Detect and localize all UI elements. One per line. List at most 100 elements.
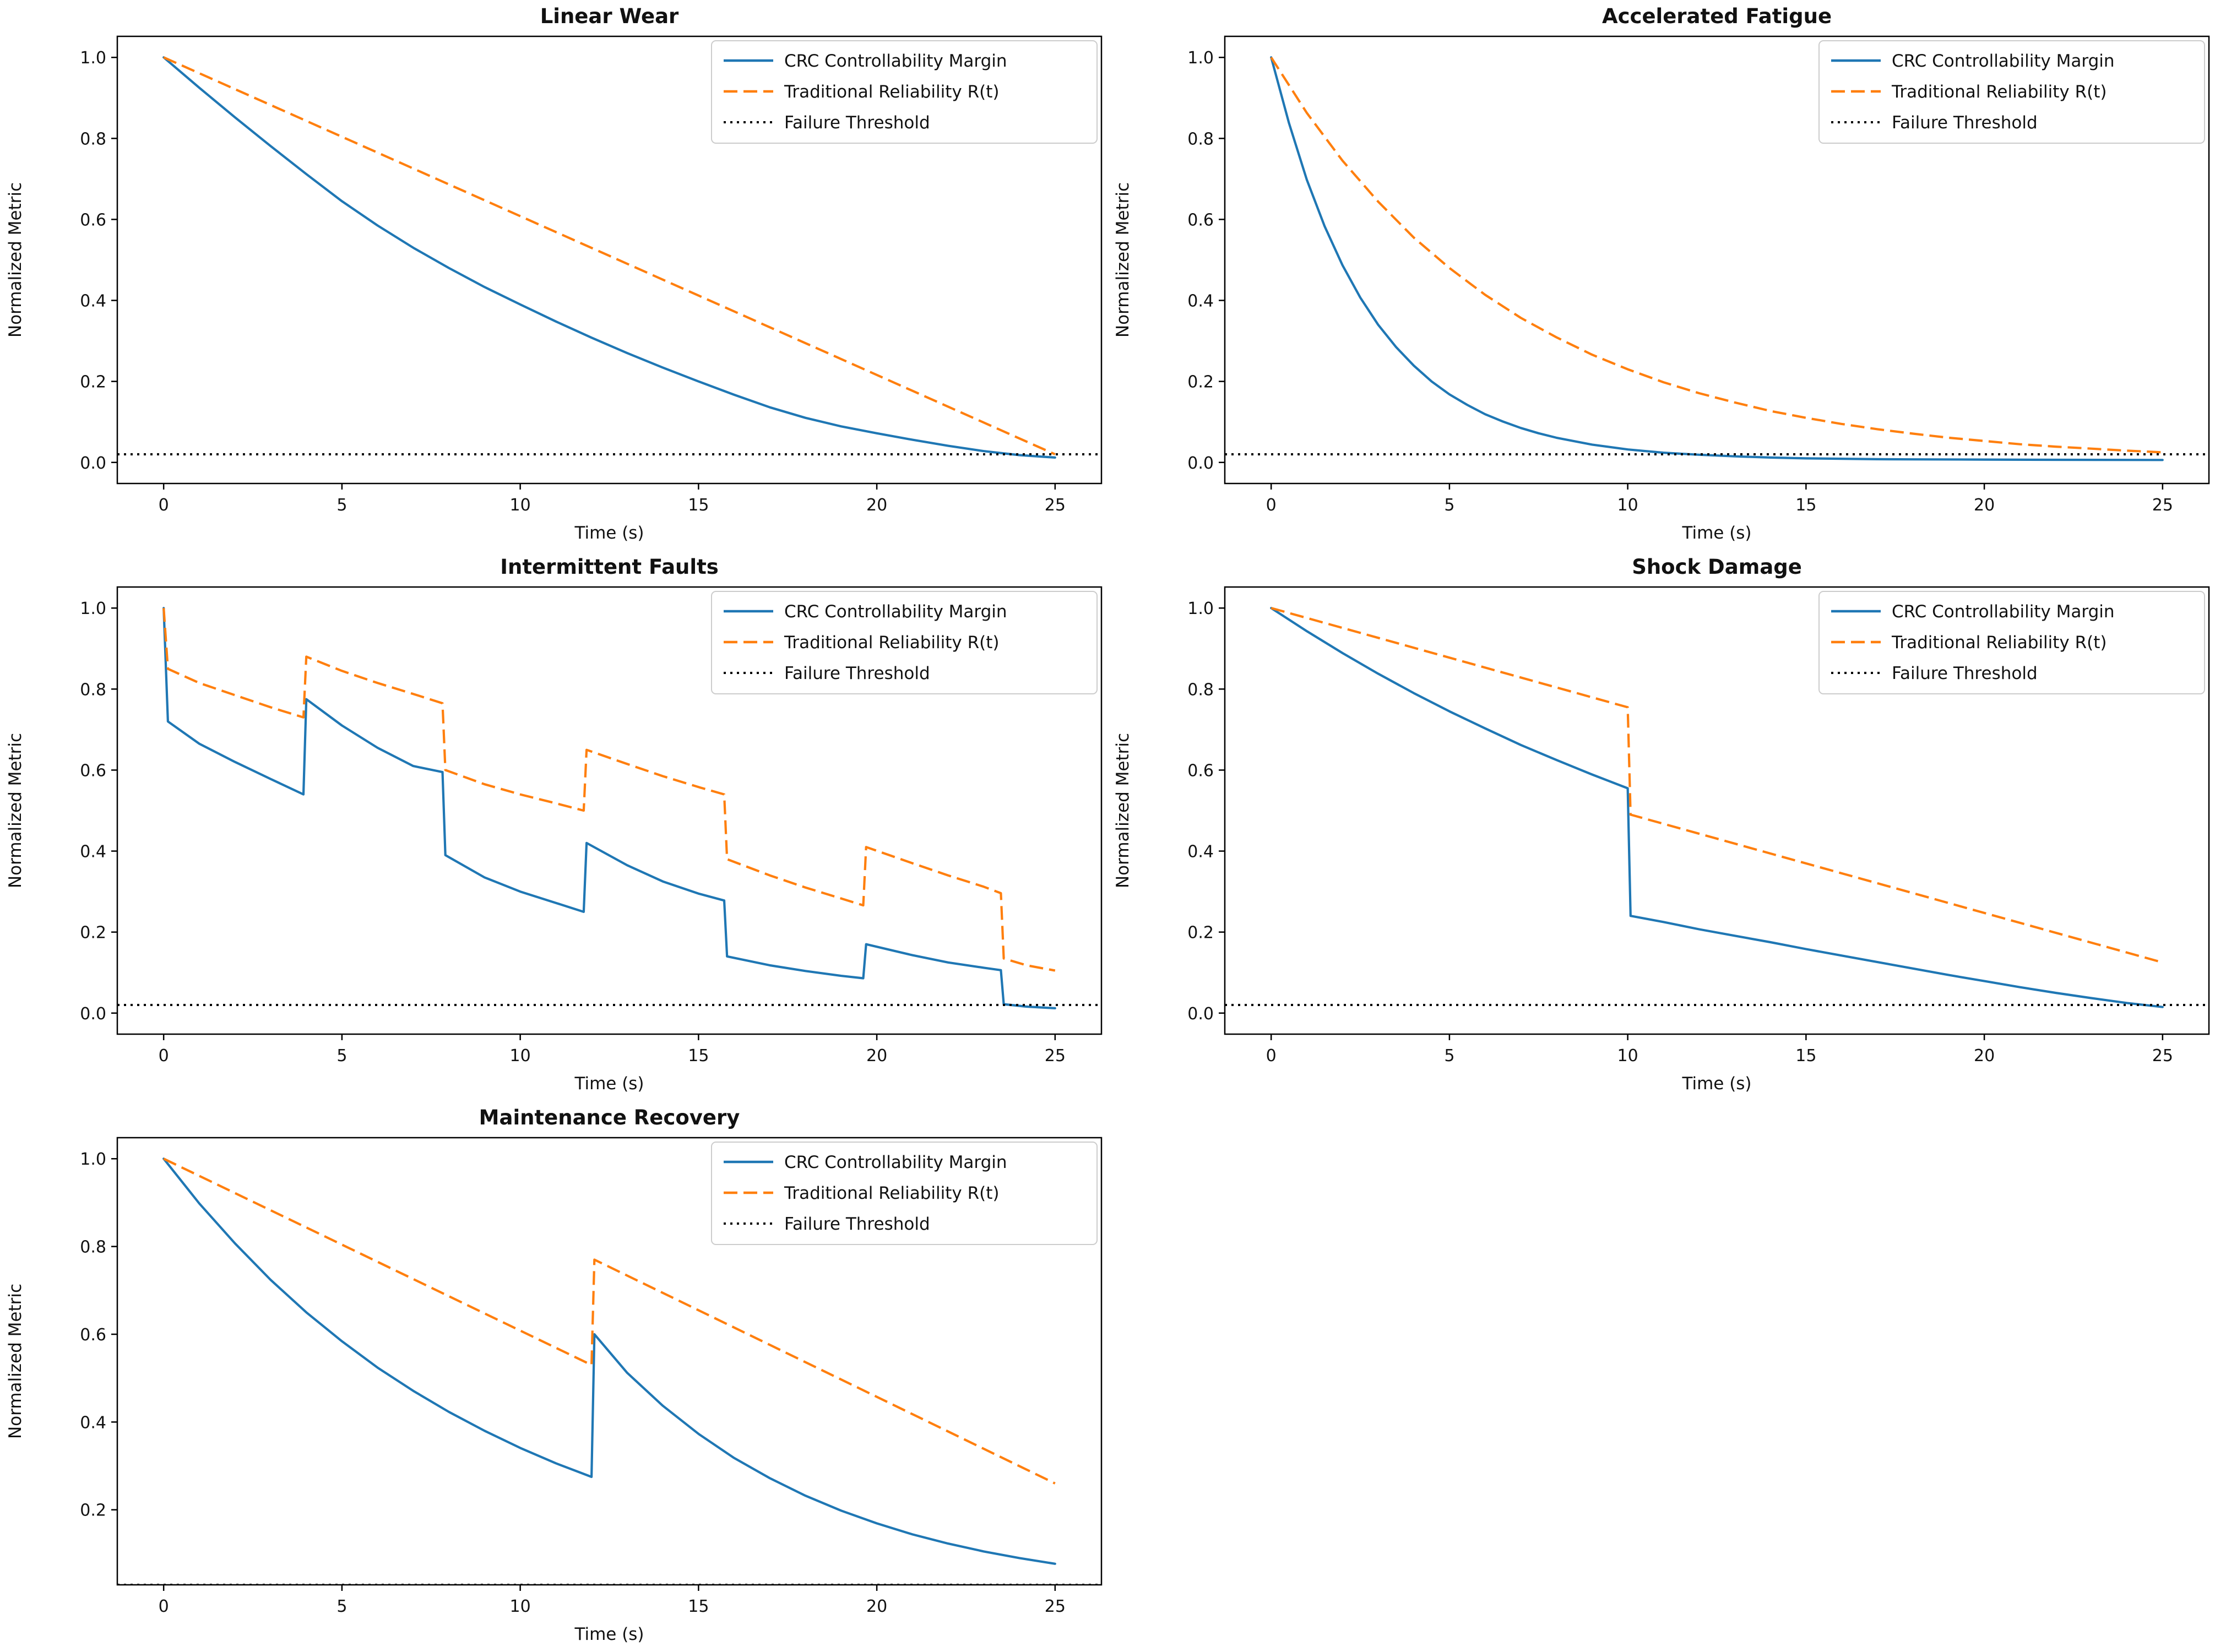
axes-spines (116, 35, 1103, 485)
legend-label: Failure Threshold (1892, 664, 2038, 683)
y-tick-label: 0.2 (80, 1501, 106, 1520)
legend-label: Traditional Reliability R(t) (1891, 633, 2107, 653)
y-tick-label: 0.8 (80, 680, 106, 699)
legend-label: CRC Controllability Margin (1892, 602, 2115, 622)
legend-label: CRC Controllability Margin (784, 602, 1007, 622)
legend-label: Failure Threshold (784, 664, 930, 683)
subplot-shock-damage: 0 5 10 15 20 25 0.0 0.2 0.4 0.6 0.8 1.0 Shock Damage… (1108, 551, 2215, 1101)
chart-canvas-linear-wear: 0 5 10 15 20 25 0.0 0.2 0.4 0.6 0.8 1.0 Linear Wear T… (6, 4, 1103, 543)
x-tick-label: 0 (159, 496, 169, 515)
y-tick-label: 0.4 (1187, 292, 1214, 311)
x-tick-label: 20 (1974, 1046, 1995, 1066)
chart-canvas-accelerated-fatigue: 0 5 10 15 20 25 0.0 0.2 0.4 0.6 0.8 1.0 Accelerated … (1113, 4, 2210, 543)
y-axis-label: Normalized Metric (6, 1284, 25, 1439)
x-tick-label: 20 (1974, 496, 1995, 515)
series-group (117, 56, 1101, 459)
x-axis-label: Time (s) (574, 1074, 644, 1094)
series-group (1225, 607, 2209, 1008)
legend-label: Failure Threshold (1892, 113, 2038, 133)
legend: CRC Controllability Margin Traditional Re… (711, 40, 1098, 144)
series-line-crc-margin (162, 1158, 1056, 1565)
axes-spines (116, 586, 1103, 1035)
x-tick-label: 10 (1617, 1046, 1638, 1066)
axes-spines (1224, 35, 2210, 485)
legend-label: Failure Threshold (784, 113, 930, 133)
legend: CRC Controllability Margin Traditional Re… (1818, 40, 2205, 144)
legend-label: Failure Threshold (784, 1214, 930, 1234)
y-tick-label: 0.4 (80, 1413, 106, 1432)
y-tick-label: 0.0 (1187, 454, 1214, 473)
x-tick-label: 15 (1795, 496, 1816, 515)
legend-label: CRC Controllability Margin (1892, 51, 2115, 71)
series-line-crc-margin (162, 56, 1056, 459)
x-tick-label: 10 (1617, 496, 1638, 515)
subplot-linear-wear: 0 5 10 15 20 25 0.0 0.2 0.4 0.6 0.8 1.0 Linear Wear T… (0, 0, 1108, 551)
legend-label: Traditional Reliability R(t) (784, 82, 999, 102)
x-tick-label: 25 (1045, 496, 1066, 515)
y-axis-label: Normalized Metric (6, 182, 25, 338)
y-tick-label: 0.6 (80, 1325, 106, 1345)
series-line-traditional-reliability (162, 608, 1056, 972)
y-tick-label: 0.8 (80, 1238, 106, 1257)
legend: CRC Controllability Margin Traditional Re… (711, 1142, 1098, 1245)
y-axis-label: Normalized Metric (1113, 182, 1133, 338)
y-tick-label: 0.4 (80, 292, 106, 311)
x-tick-label: 0 (159, 1046, 169, 1066)
x-tick-label: 15 (688, 1597, 709, 1616)
legend-label: CRC Controllability Margin (784, 1153, 1007, 1172)
series-line-crc-margin (162, 607, 1056, 1010)
y-tick-label: 0.6 (80, 761, 106, 780)
chart-title: Linear Wear (540, 4, 679, 28)
legend-box (1818, 591, 2205, 694)
series-line-crc-margin (1270, 56, 2164, 461)
y-tick-label: 0.0 (80, 454, 106, 473)
legend-box (711, 40, 1098, 144)
x-tick-label: 5 (336, 1046, 347, 1066)
x-tick-label: 25 (1045, 1046, 1066, 1066)
series-group (1225, 56, 2209, 461)
series-line-crc-margin (1270, 607, 2164, 1008)
x-tick-label: 25 (2152, 1046, 2173, 1066)
y-tick-label: 0.8 (1187, 129, 1214, 149)
legend: CRC Controllability Margin Traditional Re… (711, 591, 1098, 694)
x-tick-label: 15 (1795, 1046, 1816, 1066)
y-tick-label: 0.8 (1187, 680, 1214, 699)
y-tick-label: 1.0 (1187, 48, 1214, 68)
y-tick-label: 1.0 (80, 1150, 106, 1169)
y-tick-label: 0.6 (1187, 210, 1214, 230)
subplot-intermittent-faults: 0 5 10 15 20 25 0.0 0.2 0.4 0.6 0.8 1.0 Intermittent… (0, 551, 1108, 1101)
y-tick-label: 0.2 (1187, 923, 1214, 943)
x-tick-label: 10 (510, 1046, 531, 1066)
chart-canvas-shock-damage: 0 5 10 15 20 25 0.0 0.2 0.4 0.6 0.8 1.0 Shock Damage… (1113, 555, 2210, 1094)
legend-label: Traditional Reliability R(t) (1891, 82, 2107, 102)
y-tick-label: 0.0 (1187, 1004, 1214, 1024)
chart-canvas-intermittent-faults: 0 5 10 15 20 25 0.0 0.2 0.4 0.6 0.8 1.0 Intermittent… (6, 555, 1103, 1094)
legend-label: CRC Controllability Margin (784, 51, 1007, 71)
x-tick-label: 15 (688, 496, 709, 515)
y-tick-label: 0.4 (80, 843, 106, 862)
legend-label: Traditional Reliability R(t) (784, 1183, 999, 1203)
x-tick-label: 5 (1444, 1046, 1454, 1066)
x-tick-label: 15 (688, 1046, 709, 1066)
series-line-traditional-reliability (1271, 607, 2163, 964)
axes-spines (1224, 586, 2210, 1035)
series-line-traditional-reliability (1270, 57, 2163, 454)
series-line-traditional-reliability (163, 56, 1056, 455)
chart-title: Maintenance Recovery (479, 1106, 740, 1129)
legend-box (711, 591, 1098, 694)
x-tick-label: 20 (866, 496, 887, 515)
series-line-traditional-reliability (163, 1158, 1056, 1485)
x-axis-label: Time (s) (574, 1624, 644, 1644)
chart-title: Intermittent Faults (500, 555, 719, 579)
x-tick-label: 10 (510, 1597, 531, 1616)
legend-box (711, 1142, 1098, 1245)
x-tick-label: 0 (1266, 1046, 1277, 1066)
x-tick-label: 5 (336, 496, 347, 515)
chart-title: Shock Damage (1632, 555, 1802, 579)
chart-canvas-maintenance-recovery: 0 5 10 15 20 25 0.2 0.4 0.6 0.8 1.0 Maintenance Rec… (6, 1106, 1103, 1644)
y-tick-label: 0.2 (80, 373, 106, 392)
x-tick-label: 20 (866, 1597, 887, 1616)
legend-box (1818, 40, 2205, 144)
legend: CRC Controllability Margin Traditional Re… (1818, 591, 2205, 694)
